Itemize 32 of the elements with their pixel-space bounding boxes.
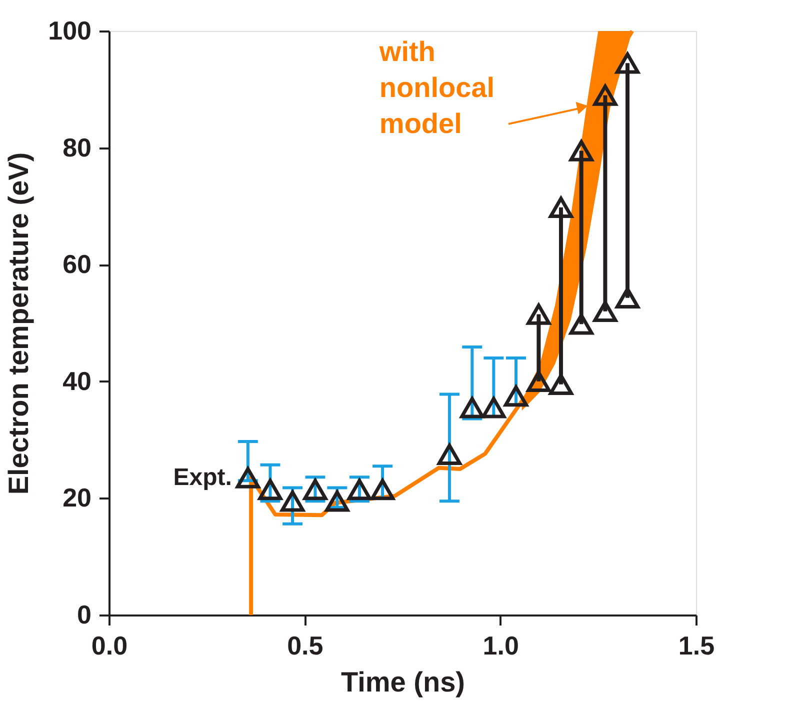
y-tick-label: 60 (62, 249, 92, 280)
point (460, 397, 484, 418)
point (548, 196, 573, 218)
point (482, 397, 506, 418)
point (616, 287, 640, 309)
y-tick-label: 40 (62, 366, 92, 396)
point (504, 385, 528, 407)
annotation: with nonlocal model (378, 36, 495, 139)
point (325, 490, 350, 512)
point (236, 467, 260, 488)
y-tick-label: 20 (62, 482, 92, 513)
x-tick-label: 1.5 (678, 630, 715, 660)
x-tick-label: 1.0 (482, 630, 519, 660)
point (526, 304, 551, 325)
y-tick-label: 0 (77, 600, 92, 630)
point (569, 140, 594, 162)
point (593, 84, 618, 106)
point (280, 490, 305, 512)
point (258, 478, 282, 500)
point (569, 314, 594, 335)
x-tick-label: 0.5 (287, 630, 324, 660)
x-tick-label: 0.0 (91, 630, 128, 660)
point (593, 300, 618, 322)
y-tick-label: 80 (62, 132, 92, 162)
point (526, 370, 551, 392)
y-tick-label: 100 (48, 16, 92, 46)
x-axis-title: Time (ns) (341, 666, 465, 698)
series-label: Expt. (173, 464, 232, 491)
y-axis-title: Electron temperature (eV) (3, 152, 34, 495)
point (616, 52, 640, 74)
point (437, 444, 462, 466)
point (548, 374, 573, 395)
